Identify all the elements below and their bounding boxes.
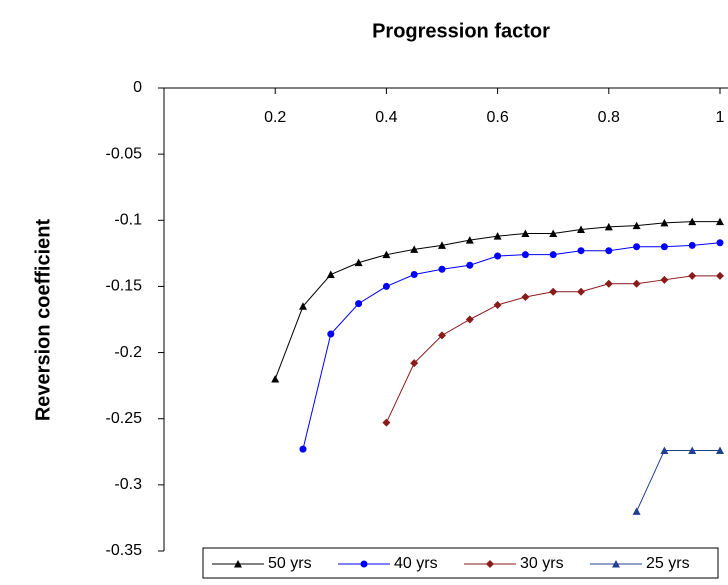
legend-box <box>202 547 719 579</box>
legend-label: 50 yrs <box>268 555 312 572</box>
data-point <box>355 300 363 308</box>
y-tick-label: -0.2 <box>114 344 142 361</box>
data-point <box>466 261 474 269</box>
y-tick-label: -0.05 <box>106 145 143 162</box>
y-axis-title: Reversion coefficient <box>32 219 54 422</box>
legend-label: 40 yrs <box>394 555 438 572</box>
y-tick-label: -0.1 <box>114 212 142 229</box>
data-point <box>688 241 696 249</box>
data-point <box>604 222 613 231</box>
data-point <box>716 271 724 280</box>
data-point <box>688 271 697 280</box>
data-point <box>632 221 641 230</box>
data-point <box>660 446 669 454</box>
y-tick-label: -0.25 <box>106 410 143 427</box>
series-line <box>302 242 721 450</box>
legend-label: 25 yrs <box>646 555 690 572</box>
legend-marker <box>360 560 368 568</box>
legend-marker <box>486 560 494 568</box>
data-point <box>549 229 558 238</box>
data-point <box>660 275 669 284</box>
series-line <box>636 449 720 512</box>
x-tick-label: 0.4 <box>375 109 397 126</box>
data-point <box>604 279 613 288</box>
data-point <box>660 243 668 251</box>
data-point <box>299 445 307 453</box>
data-point <box>716 217 724 226</box>
data-point <box>410 245 419 253</box>
y-tick-label: -0.3 <box>114 476 142 493</box>
x-tick-label: 1 <box>716 109 725 126</box>
data-point <box>633 243 641 251</box>
data-point <box>494 252 502 260</box>
data-point <box>716 239 724 247</box>
data-point <box>327 330 335 338</box>
data-point <box>521 229 530 238</box>
data-point <box>660 218 669 227</box>
data-point <box>438 331 446 340</box>
y-tick-label: -0.15 <box>106 278 143 295</box>
legend-label: 30 yrs <box>520 555 564 572</box>
x-tick-label: 0.8 <box>598 109 620 126</box>
chart-title: Progression factor <box>372 20 550 42</box>
data-point <box>438 265 446 273</box>
legend-marker <box>612 560 620 568</box>
x-tick-label: 0.2 <box>264 109 286 126</box>
x-tick-label: 0.6 <box>486 109 508 126</box>
data-point <box>271 375 280 383</box>
data-point <box>438 241 446 249</box>
data-point <box>326 270 335 279</box>
data-point <box>493 300 502 309</box>
data-point <box>382 282 390 290</box>
data-point <box>549 287 558 296</box>
data-point <box>410 271 418 279</box>
data-point <box>465 236 474 244</box>
data-point <box>577 287 585 296</box>
data-point <box>716 446 724 454</box>
data-point <box>465 315 474 324</box>
series-line <box>385 275 720 423</box>
data-point <box>299 302 307 310</box>
data-point <box>549 251 557 259</box>
data-point <box>521 293 530 302</box>
legend-marker <box>234 560 242 568</box>
data-point <box>521 251 529 259</box>
series-line <box>274 221 720 380</box>
data-point <box>605 247 613 255</box>
data-point <box>382 250 391 259</box>
y-tick-label: 0 <box>133 79 142 96</box>
data-point <box>632 507 641 515</box>
data-point <box>410 359 419 368</box>
data-point <box>493 232 502 240</box>
data-point <box>354 258 363 267</box>
data-point <box>577 247 585 255</box>
y-tick-label: -0.35 <box>106 542 143 559</box>
data-point <box>688 217 697 226</box>
data-point <box>382 418 391 427</box>
data-point <box>688 446 697 454</box>
data-point <box>577 225 585 234</box>
data-point <box>632 279 641 288</box>
